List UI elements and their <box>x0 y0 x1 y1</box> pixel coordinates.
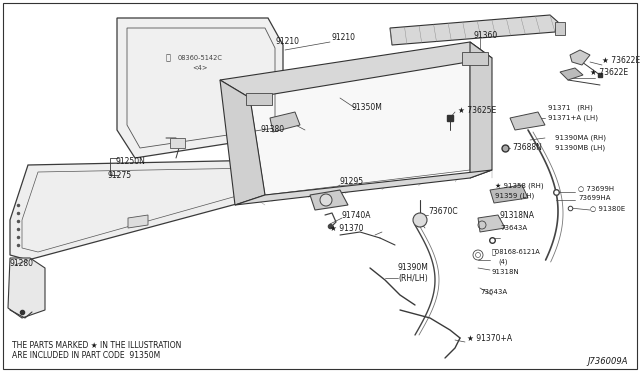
Text: 91318NA: 91318NA <box>500 211 535 219</box>
Text: 91390MB (LH): 91390MB (LH) <box>555 145 605 151</box>
Text: ARE INCLUDED IN PART CODE  91350M: ARE INCLUDED IN PART CODE 91350M <box>12 352 160 360</box>
Text: 91250N: 91250N <box>115 157 145 167</box>
Polygon shape <box>510 112 545 130</box>
Text: 91350M: 91350M <box>352 103 383 112</box>
Polygon shape <box>270 112 300 132</box>
Text: ★ 73625E: ★ 73625E <box>458 106 496 115</box>
Text: J736009A: J736009A <box>588 357 628 366</box>
Text: Ⓢ: Ⓢ <box>166 54 170 62</box>
Polygon shape <box>220 42 492 98</box>
Polygon shape <box>490 185 528 203</box>
Polygon shape <box>470 42 492 178</box>
Polygon shape <box>250 58 470 195</box>
Text: (RH/LH): (RH/LH) <box>398 273 428 282</box>
Text: 73643A: 73643A <box>480 289 507 295</box>
Text: 91390MA (RH): 91390MA (RH) <box>555 135 606 141</box>
Text: 91390M: 91390M <box>398 263 429 273</box>
Text: ★ 91370+A: ★ 91370+A <box>467 334 512 343</box>
Text: ○ 73699H: ○ 73699H <box>578 185 614 191</box>
Text: 08360-5142C: 08360-5142C <box>177 55 223 61</box>
Polygon shape <box>390 15 558 45</box>
Text: 73699HA: 73699HA <box>578 195 611 201</box>
Text: 91318N: 91318N <box>492 269 520 275</box>
Text: 91275: 91275 <box>108 170 132 180</box>
Polygon shape <box>8 258 45 318</box>
Text: ○ 91380E: ○ 91380E <box>590 205 625 211</box>
Text: ★ 73622EA: ★ 73622EA <box>602 55 640 64</box>
Text: ★ 91370: ★ 91370 <box>330 224 364 232</box>
Text: ★ 91358 (RH): ★ 91358 (RH) <box>495 183 543 189</box>
Polygon shape <box>462 52 488 65</box>
Text: 73643A: 73643A <box>500 225 527 231</box>
Text: ★ 73622E: ★ 73622E <box>590 67 628 77</box>
Polygon shape <box>10 160 270 260</box>
Text: 91740A: 91740A <box>342 211 371 219</box>
Polygon shape <box>235 170 492 205</box>
Text: <4>: <4> <box>192 65 208 71</box>
Text: 91380: 91380 <box>261 125 285 135</box>
Text: 91210: 91210 <box>332 33 356 42</box>
Text: 91280: 91280 <box>10 259 34 267</box>
Polygon shape <box>310 190 348 210</box>
Polygon shape <box>246 93 272 105</box>
Text: 91359 (LH): 91359 (LH) <box>495 193 534 199</box>
Text: 91295: 91295 <box>340 177 364 186</box>
Circle shape <box>320 194 332 206</box>
Polygon shape <box>117 18 283 158</box>
Text: 91371+A (LH): 91371+A (LH) <box>548 115 598 121</box>
Polygon shape <box>478 215 505 232</box>
Polygon shape <box>555 22 565 35</box>
Polygon shape <box>560 68 583 80</box>
Text: Ⓒ08168-6121A: Ⓒ08168-6121A <box>492 249 541 255</box>
Text: 73670C: 73670C <box>428 208 458 217</box>
Text: THE PARTS MARKED ★ IN THE ILLUSTRATION: THE PARTS MARKED ★ IN THE ILLUSTRATION <box>12 340 181 350</box>
Text: (4): (4) <box>498 259 508 265</box>
Polygon shape <box>170 138 185 148</box>
Text: 91360: 91360 <box>474 31 499 39</box>
Text: 91371   (RH): 91371 (RH) <box>548 105 593 111</box>
Polygon shape <box>128 215 148 228</box>
Circle shape <box>413 213 427 227</box>
Text: 73688N: 73688N <box>512 144 542 153</box>
Polygon shape <box>570 50 590 65</box>
Polygon shape <box>220 80 265 205</box>
Text: 91210: 91210 <box>275 38 299 46</box>
